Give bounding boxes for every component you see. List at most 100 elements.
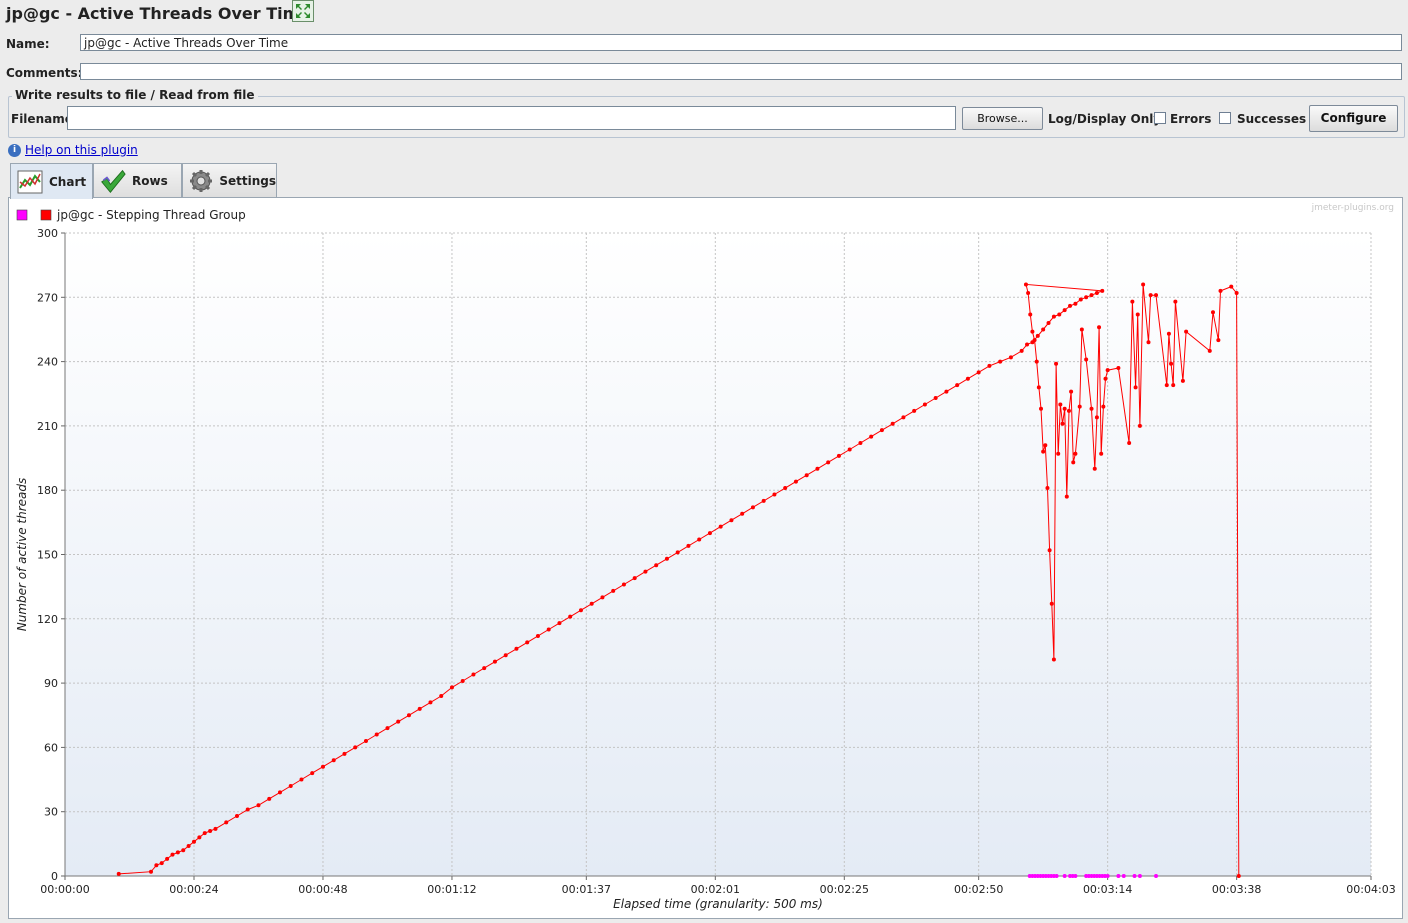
data-point bbox=[208, 828, 213, 833]
tab-rows-label: Rows bbox=[132, 173, 168, 188]
data-point bbox=[611, 588, 616, 593]
data-point bbox=[165, 856, 170, 861]
data-point bbox=[976, 370, 981, 375]
series-layer bbox=[116, 282, 1241, 878]
data-point bbox=[331, 758, 336, 763]
data-point bbox=[245, 807, 250, 812]
file-group-box bbox=[8, 96, 1405, 138]
data-point bbox=[750, 505, 755, 510]
errors-checkbox[interactable] bbox=[1154, 112, 1166, 124]
x-tick-label: 00:02:25 bbox=[820, 883, 869, 896]
data-point bbox=[1207, 348, 1212, 353]
data-point bbox=[890, 421, 895, 426]
data-point bbox=[1054, 874, 1059, 878]
data-point bbox=[159, 861, 164, 866]
data-point bbox=[277, 790, 282, 795]
data-point bbox=[643, 569, 648, 574]
data-point bbox=[224, 820, 229, 825]
comments-label: Comments: bbox=[6, 66, 83, 80]
tab-rows[interactable]: Rows bbox=[93, 163, 182, 197]
data-point bbox=[1092, 466, 1097, 471]
filename-input[interactable] bbox=[67, 106, 956, 130]
x-tick-label: 00:01:12 bbox=[427, 883, 476, 896]
y-tick-label: 270 bbox=[37, 291, 58, 304]
data-point bbox=[847, 447, 852, 452]
data-point bbox=[1103, 376, 1108, 381]
data-point bbox=[793, 479, 798, 484]
data-point bbox=[1051, 314, 1056, 319]
configure-button[interactable]: Configure bbox=[1309, 105, 1398, 132]
data-point bbox=[256, 803, 261, 808]
expand-icon[interactable] bbox=[292, 0, 314, 22]
data-point bbox=[1071, 460, 1076, 465]
data-point bbox=[718, 524, 723, 529]
data-point bbox=[836, 453, 841, 458]
data-point bbox=[858, 441, 863, 446]
data-point bbox=[175, 850, 180, 855]
data-point bbox=[578, 608, 583, 613]
data-point bbox=[1047, 548, 1052, 553]
data-point bbox=[191, 839, 196, 844]
data-point bbox=[1135, 312, 1140, 317]
data-point bbox=[1028, 312, 1033, 317]
data-point bbox=[987, 363, 992, 368]
data-point bbox=[1169, 361, 1174, 366]
data-point bbox=[1094, 291, 1099, 296]
data-point bbox=[267, 796, 272, 801]
data-point bbox=[1079, 327, 1084, 332]
x-tick-label: 00:00:48 bbox=[298, 883, 347, 896]
data-point bbox=[1046, 321, 1051, 326]
help-link[interactable]: Help on this plugin bbox=[25, 143, 138, 157]
data-point bbox=[826, 460, 831, 465]
data-point bbox=[783, 486, 788, 491]
data-point bbox=[197, 835, 202, 840]
data-point bbox=[1132, 874, 1137, 878]
data-point bbox=[492, 659, 497, 664]
data-point bbox=[1030, 329, 1035, 334]
data-point bbox=[406, 713, 411, 718]
data-point bbox=[697, 537, 702, 542]
tab-chart[interactable]: Chart bbox=[10, 163, 93, 199]
data-point bbox=[804, 473, 809, 478]
errors-label: Errors bbox=[1170, 112, 1212, 126]
tab-settings[interactable]: Settings bbox=[182, 163, 277, 197]
data-point bbox=[1057, 312, 1062, 317]
data-point bbox=[1025, 342, 1030, 347]
data-point bbox=[1184, 329, 1189, 334]
x-axis-label: Elapsed time (granularity: 500 ms) bbox=[613, 897, 823, 911]
title-bar: jp@gc - Active Threads Over Time bbox=[6, 2, 310, 24]
data-point bbox=[1089, 406, 1094, 411]
browse-button[interactable]: Browse... bbox=[962, 107, 1043, 130]
legend-swatch bbox=[16, 209, 28, 221]
data-point bbox=[600, 595, 605, 600]
legend: jp@gc - Stepping Thread Group bbox=[16, 208, 246, 222]
data-point bbox=[1166, 331, 1171, 336]
data-point bbox=[1218, 288, 1223, 293]
x-tick-label: 00:00:00 bbox=[40, 883, 89, 896]
name-input[interactable]: jp@gc - Active Threads Over Time bbox=[80, 34, 1402, 51]
data-point bbox=[1141, 282, 1146, 287]
y-axis-label: Number of active threads bbox=[15, 478, 29, 632]
grid bbox=[65, 232, 1372, 876]
data-point bbox=[1148, 293, 1153, 298]
data-point bbox=[320, 764, 325, 769]
data-point bbox=[1121, 874, 1126, 878]
data-point bbox=[353, 745, 358, 750]
data-point bbox=[772, 492, 777, 497]
data-point bbox=[1146, 340, 1151, 345]
active-threads-chart: 0 30 60 90 120 150 180 210 240 270 300 00:00:00 00:0… bbox=[15, 203, 1396, 911]
data-point bbox=[1084, 295, 1089, 300]
successes-checkbox[interactable] bbox=[1219, 112, 1231, 124]
y-tick-label: 0 bbox=[51, 870, 58, 883]
data-point bbox=[363, 738, 368, 743]
data-point bbox=[1008, 355, 1013, 360]
data-point bbox=[1041, 327, 1046, 332]
data-point bbox=[568, 614, 573, 619]
data-point bbox=[1180, 378, 1185, 383]
data-point bbox=[1137, 423, 1142, 428]
comments-input[interactable] bbox=[80, 63, 1402, 80]
data-point bbox=[1051, 657, 1056, 662]
data-point bbox=[310, 771, 315, 776]
data-point bbox=[181, 848, 186, 853]
data-point bbox=[1064, 494, 1069, 499]
